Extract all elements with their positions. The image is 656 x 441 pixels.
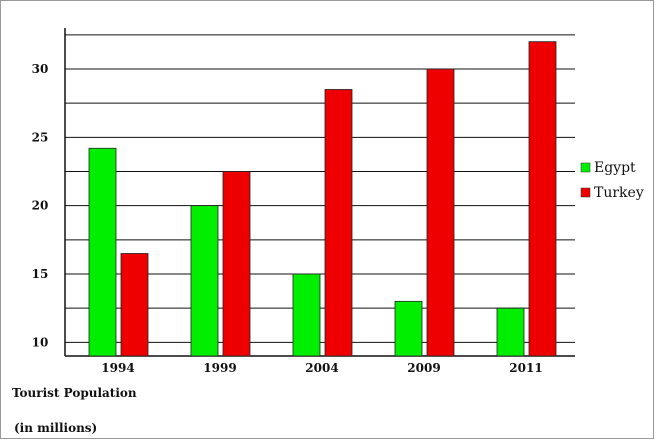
bar-egypt-2011 <box>496 307 525 357</box>
bar-egypt-2009 <box>394 300 423 357</box>
x-tick-label: 2011 <box>509 361 542 375</box>
bar-turkey-2004 <box>324 89 353 357</box>
y-tick-labels: 10 15 20 25 30 <box>32 62 49 349</box>
x-tick-label: 1994 <box>101 361 134 375</box>
bar-turkey-2009 <box>426 68 455 357</box>
legend-label-turkey: Turkey <box>594 185 644 201</box>
x-tick-label: 2004 <box>305 361 338 375</box>
x-tick-labels: 1994 1999 2004 2009 2011 <box>101 361 542 375</box>
legend-swatch-turkey <box>580 187 591 198</box>
bars <box>88 41 557 357</box>
y-tick-label: 10 <box>32 335 49 349</box>
bar-egypt-2004 <box>292 273 321 357</box>
note-in-millions: (in millions) <box>14 421 98 435</box>
x-tick-label: 2009 <box>407 361 440 375</box>
bar-turkey-1994 <box>120 253 149 357</box>
y-tick-label: 25 <box>32 130 49 144</box>
grid-lines <box>65 34 575 343</box>
bar-turkey-1999 <box>222 171 251 357</box>
legend: Egypt Turkey <box>580 160 644 201</box>
y-tick-label: 15 <box>32 267 49 281</box>
x-tick-label: 1999 <box>203 361 236 375</box>
bar-egypt-1999 <box>190 205 219 357</box>
bar-egypt-1994 <box>88 147 117 357</box>
y-tick-label: 30 <box>32 62 49 76</box>
bar-turkey-2011 <box>528 41 557 357</box>
legend-swatch-egypt <box>580 162 591 173</box>
note-tourist-population: Tourist Population <box>12 386 137 400</box>
y-tick-label: 20 <box>32 199 49 213</box>
legend-label-egypt: Egypt <box>594 160 636 176</box>
